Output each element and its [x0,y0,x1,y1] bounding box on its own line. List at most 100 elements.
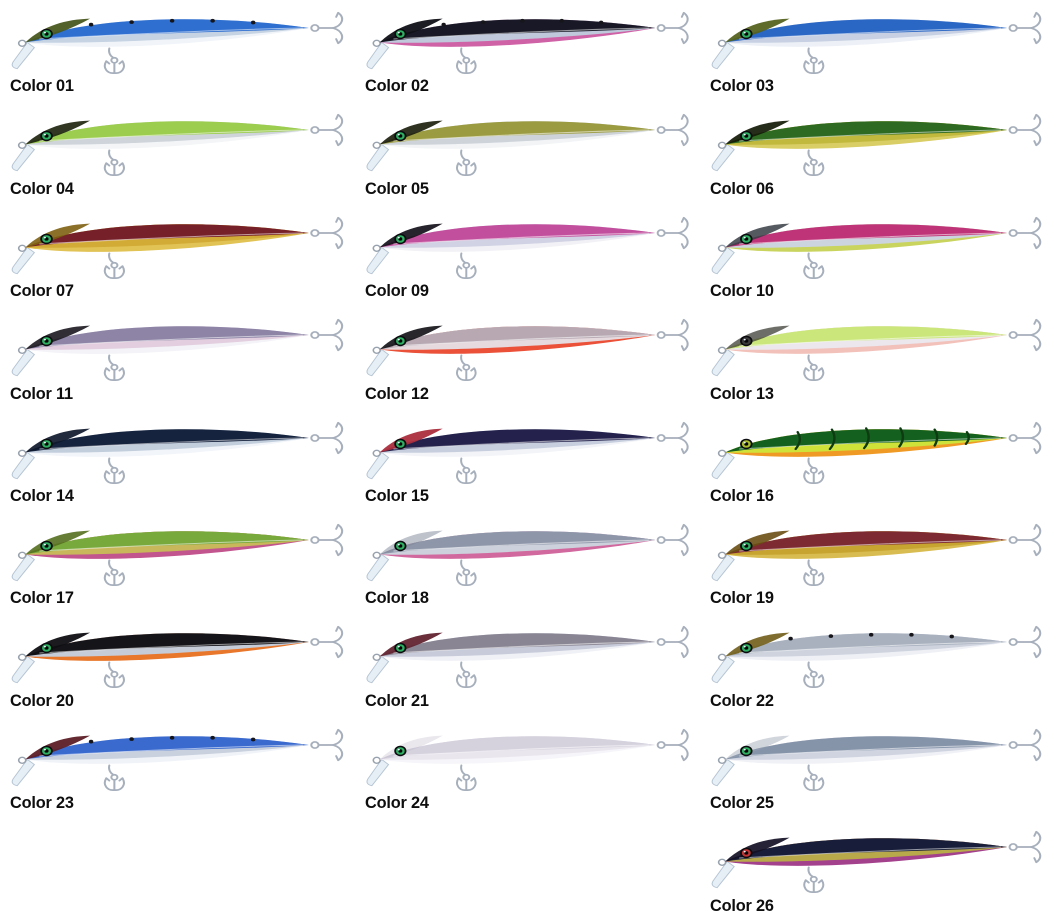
lure-card: Color 04 [0,102,355,204]
belly-treble-hook-icon [803,354,825,382]
lateral-line [739,744,1002,757]
lure-image [366,216,689,279]
lure-card: Color 11 [0,307,355,409]
lure-image [711,831,1042,893]
nose-ring-icon [718,756,727,764]
lateral-line [39,232,304,245]
lure-eye-glint [397,646,400,648]
lure-image [12,523,344,586]
lure-eye-glint [743,441,746,444]
nose-ring-icon [718,346,727,355]
lure-color-label: Color 15 [365,485,429,505]
lure-card: Color 07 [0,205,355,307]
lure-lip-icon [366,41,390,70]
lure-color-label: Color 23 [10,793,74,813]
lateral-line [739,232,1002,245]
lure-color-label: Color 01 [10,76,74,96]
lateral-line [39,334,304,347]
tail-treble-hook-icon [310,319,344,352]
belly-treble-hook-icon [803,149,825,177]
lure-image [711,319,1042,382]
lure-eye-glint [743,850,746,853]
lure-lip-icon [366,451,390,479]
lure-image [366,523,689,586]
lure-color-label: Color 25 [710,793,774,813]
lure-image [711,11,1042,74]
lure-eye-glint [743,31,746,34]
lure-lip-icon [12,553,36,582]
lure-color-label: Color 22 [710,690,774,710]
nose-ring-icon [718,653,727,662]
lure-lip-icon [12,246,36,275]
lure-card: Color 02 [355,0,700,102]
lure-color-label: Color 16 [710,485,774,505]
lure-image [366,319,689,382]
lure-image [12,319,344,382]
lure-color-label: Color 26 [710,895,774,915]
lure-eye-glint [44,543,47,546]
lure-card: Color 24 [355,717,700,819]
nose-ring-icon [18,244,27,252]
lateral-line [393,129,650,142]
belly-treble-hook-icon [104,252,126,279]
lure-card: Color 12 [355,307,700,409]
lure-lip-icon [12,451,36,479]
lure-back [25,224,310,248]
belly-treble-hook-icon [456,764,477,791]
lure-back [379,531,656,555]
lure-eye-glint [743,236,746,239]
belly-treble-hook-icon [456,149,477,177]
lure-image [366,114,689,177]
belly-treble-hook-icon [803,457,825,484]
tail-treble-hook-icon [310,216,344,249]
lure-image [711,523,1042,586]
lure-color-label: Color 03 [710,76,774,96]
lure-card: Color 15 [355,410,700,512]
lure-eye-glint [44,134,47,136]
nose-ring-icon [718,858,727,867]
lure-color-label: Color 24 [365,793,429,813]
tiger-stripes [794,426,971,450]
nose-ring-icon [18,551,27,559]
lure-card: Color 22 [700,614,1053,716]
lateral-line [739,846,1002,859]
lure-back [725,121,1008,145]
lure-color-label: Color 20 [10,690,74,710]
lure-image [366,421,689,484]
lateral-line [739,129,1002,142]
lure-image [711,728,1042,791]
lure-lip-icon [12,758,36,786]
lure-color-label: Color 13 [710,383,774,403]
lure-card: Color 06 [700,102,1053,204]
lure-back [379,121,656,145]
lure-color-label: Color 04 [10,178,74,198]
lure-lip-icon [711,348,736,377]
tail-treble-hook-icon [656,11,689,45]
lure-card: Color 09 [355,205,700,307]
tail-treble-hook-icon [656,626,689,659]
lateral-line [739,539,1002,552]
lure-card: Color 10 [700,205,1053,307]
lure-eye-glint [44,441,47,444]
lure-back [725,735,1008,760]
lateral-line [393,437,650,450]
belly-treble-hook-icon [803,47,825,74]
back-spots [89,735,256,744]
lure-lip-icon [366,553,390,582]
lure-color-label: Color 11 [10,383,73,403]
lure-lip-icon [366,144,390,172]
lure-color-label: Color 02 [365,76,429,96]
lure-lip-icon [366,758,390,786]
lure-image [366,728,689,791]
lateral-line [39,744,304,757]
tail-treble-hook-icon [656,114,689,147]
lure-back [725,531,1008,555]
belly-treble-hook-icon [803,252,825,279]
lure-back [379,326,656,350]
lure-card: Color 25 [700,717,1053,819]
lure-back [725,838,1008,862]
lure-eye-glint [397,748,400,751]
lure-eye-glint [397,31,400,34]
lure-eye-glint [44,236,47,239]
nose-ring-icon [372,39,382,47]
